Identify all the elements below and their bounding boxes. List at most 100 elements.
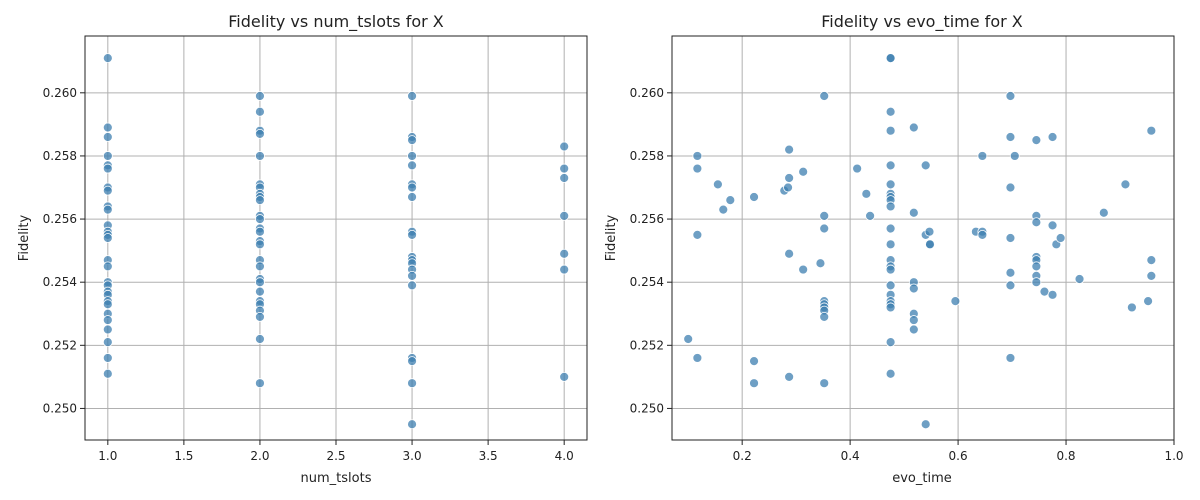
y-tick-label: 0.254 xyxy=(630,275,664,289)
data-point xyxy=(407,91,417,101)
data-point xyxy=(749,192,759,202)
data-point xyxy=(1039,286,1050,297)
data-point xyxy=(885,302,896,313)
y-axis-title: Fidelity xyxy=(17,214,32,261)
data-point xyxy=(718,204,729,215)
data-point xyxy=(102,163,113,174)
y-tick-label: 0.260 xyxy=(630,86,664,100)
data-point xyxy=(885,239,896,250)
x-tick-label: 1.5 xyxy=(174,449,193,463)
data-point xyxy=(102,368,113,379)
data-point xyxy=(784,248,795,259)
data-point xyxy=(255,286,265,297)
data-point xyxy=(783,182,793,193)
data-point xyxy=(885,280,896,291)
y-axis-title: Fidelity xyxy=(604,214,619,261)
data-point xyxy=(407,280,417,291)
data-point xyxy=(885,179,896,190)
data-point xyxy=(102,261,113,272)
data-point xyxy=(559,248,570,259)
data-point xyxy=(692,353,703,363)
data-point xyxy=(908,324,919,335)
data-point xyxy=(407,160,417,171)
data-point xyxy=(1005,233,1016,243)
data-point xyxy=(908,283,919,294)
data-point xyxy=(255,378,265,389)
y-tick-label: 0.258 xyxy=(43,149,77,163)
data-point xyxy=(885,337,896,348)
x-axis-title: evo_time xyxy=(892,471,952,486)
data-point xyxy=(908,122,919,133)
data-point xyxy=(1047,220,1058,231)
data-point xyxy=(407,419,417,430)
data-point xyxy=(1009,151,1020,161)
data-point xyxy=(102,353,113,363)
data-point xyxy=(798,166,809,177)
data-point xyxy=(908,315,919,325)
data-point xyxy=(559,211,570,221)
chart-title: Fidelity vs num_tslots for X xyxy=(228,12,444,32)
data-point xyxy=(1031,135,1042,146)
data-point xyxy=(861,188,872,199)
data-point xyxy=(908,207,919,218)
y-tick-label: 0.254 xyxy=(43,275,77,289)
data-point xyxy=(407,229,417,240)
data-point xyxy=(924,226,935,237)
data-point xyxy=(255,151,265,161)
data-point xyxy=(852,163,863,174)
data-point xyxy=(1005,353,1016,363)
data-point xyxy=(1120,179,1131,190)
data-point xyxy=(1146,125,1157,136)
data-point xyxy=(255,334,265,344)
data-point xyxy=(255,277,265,288)
scatter-points xyxy=(683,53,1157,430)
x-tick-label: 0.6 xyxy=(949,449,968,463)
data-point xyxy=(1098,207,1109,218)
data-point xyxy=(559,141,570,152)
data-point xyxy=(692,163,703,174)
data-point xyxy=(559,264,570,275)
data-point xyxy=(885,368,896,379)
data-point xyxy=(255,195,265,206)
data-point xyxy=(950,296,961,307)
data-point xyxy=(102,324,113,335)
y-tick-label: 0.256 xyxy=(630,212,664,226)
data-point xyxy=(255,226,265,237)
data-point xyxy=(819,211,830,221)
data-point xyxy=(1005,132,1016,142)
data-point xyxy=(784,371,795,382)
scatter-points xyxy=(102,53,570,430)
data-point xyxy=(692,151,703,161)
data-point xyxy=(407,182,417,193)
x-tick-label: 1.0 xyxy=(1164,449,1183,463)
data-point xyxy=(784,173,795,183)
data-point xyxy=(559,173,570,183)
y-tick-label: 0.256 xyxy=(43,212,77,226)
data-point xyxy=(407,151,417,161)
chart-fidelity-vs-num-tslots: Fidelity vs num_tslots for X num_tslots … xyxy=(17,12,588,486)
data-point xyxy=(885,125,896,136)
data-point xyxy=(798,264,809,275)
data-point xyxy=(885,53,896,63)
x-tick-label: 0.4 xyxy=(841,449,860,463)
data-point xyxy=(559,371,570,382)
y-tick-label: 0.252 xyxy=(43,338,77,352)
data-point xyxy=(865,211,876,221)
data-point xyxy=(102,299,113,310)
data-point xyxy=(885,223,896,234)
data-point xyxy=(255,91,265,101)
y-tick-label: 0.258 xyxy=(630,149,664,163)
data-point xyxy=(819,312,830,322)
data-point xyxy=(102,204,113,215)
data-point xyxy=(1055,233,1066,243)
data-point xyxy=(102,132,113,142)
data-point xyxy=(885,106,896,117)
data-point xyxy=(255,214,265,224)
data-point xyxy=(559,163,570,174)
data-point xyxy=(977,229,988,240)
data-point xyxy=(407,192,417,202)
data-point xyxy=(255,239,265,250)
x-tick-label: 4.0 xyxy=(555,449,574,463)
grid xyxy=(85,36,587,440)
plot-frame xyxy=(84,35,588,441)
